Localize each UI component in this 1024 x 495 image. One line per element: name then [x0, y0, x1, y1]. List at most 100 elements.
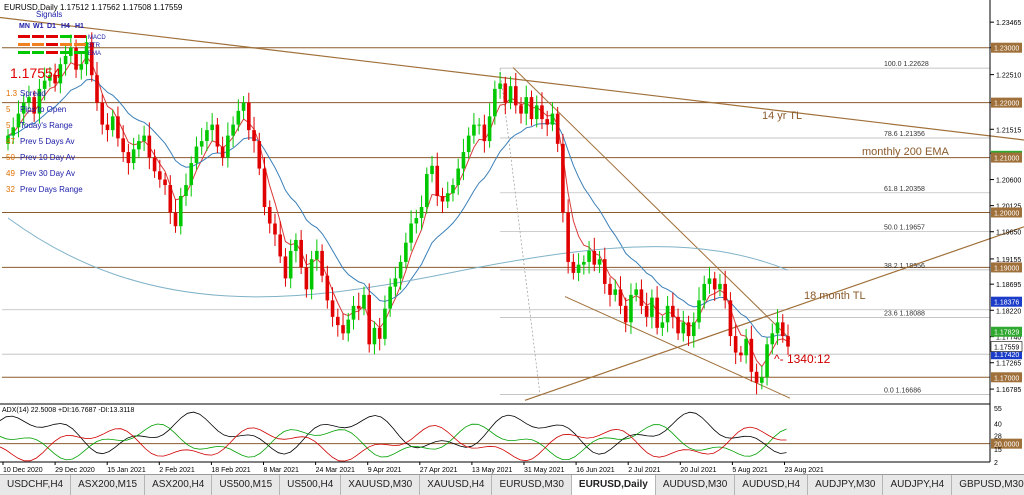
candle: [220, 136, 225, 166]
fibonacci-levels: 100.0 1.22628 78.6 1.21356 61.8 1.20358 50.…: [499, 61, 990, 395]
symbol-tab[interactable]: EURUSD,M30: [492, 475, 572, 495]
annotation-countdown: ^- 1340:12: [774, 352, 831, 366]
candle: [388, 278, 392, 317]
price-tick-label: 1.17265: [996, 361, 1021, 368]
candle: [241, 96, 246, 120]
price-tick-label: 1.19650: [996, 230, 1021, 237]
candle: [48, 66, 52, 88]
candle: [671, 292, 675, 329]
candle: [325, 265, 330, 309]
symbol-tab[interactable]: AUDJPY,H4: [883, 475, 953, 495]
symbol-tab[interactable]: US500,M15: [212, 475, 281, 495]
adx-tick-label: 40: [994, 421, 1002, 428]
candle: [6, 129, 10, 151]
trendline-14yr: [0, 16, 1024, 141]
candle: [58, 57, 63, 94]
symbol-tab[interactable]: AUDJPY,M30: [808, 475, 884, 495]
candle: [660, 315, 665, 337]
candle: [493, 80, 497, 125]
symbol-tab[interactable]: USDCHF,H4: [0, 475, 72, 495]
price-tag: [991, 152, 1022, 163]
candle: [215, 118, 220, 154]
candle: [582, 255, 586, 275]
price-tag: [991, 372, 1022, 383]
signal-cell: [46, 51, 58, 54]
candle: [786, 324, 790, 355]
candle: [351, 295, 356, 330]
signal-indicator-label: STR: [88, 43, 101, 49]
date-tick-label: 27 Apr 2021: [420, 467, 458, 474]
signal-cell: [74, 35, 86, 38]
minus-di-line: [0, 425, 787, 462]
candle: [739, 345, 743, 362]
candle: [733, 324, 738, 365]
symbol-tab[interactable]: ASX200,H4: [145, 475, 213, 495]
candle: [53, 63, 57, 92]
candle: [356, 292, 361, 321]
candle: [655, 286, 659, 335]
date-tick-label: 9 Apr 2021: [368, 467, 402, 474]
candle: [105, 113, 110, 142]
date-tick-label: 29 Dec 2020: [55, 467, 95, 474]
candle: [199, 127, 204, 155]
fib-connector: [499, 68, 541, 395]
candle: [320, 244, 324, 283]
date-tick-label: 16 Jun 2021: [576, 467, 615, 474]
candle: [419, 195, 424, 230]
signal-cell: [18, 35, 30, 38]
price-tag-label: 1.20000: [994, 210, 1019, 217]
fib-label: 78.6 1.21356: [884, 131, 925, 138]
symbol-tab[interactable]: GBPUSD,M30: [952, 475, 1024, 495]
symbol-tab[interactable]: US500,H4: [280, 475, 342, 495]
candle: [686, 315, 691, 346]
signal-row-value: 5: [6, 105, 11, 114]
signal-row-value: 32: [6, 185, 15, 194]
symbol-tabs: USDCHF,H4 ASX200,M15 ASX200,H4 US500,M15 US5…: [0, 474, 1024, 495]
candle: [430, 155, 434, 183]
symbol-header: EURUSD,Daily 1.17512 1.17562 1.17508 1.1…: [4, 3, 183, 12]
adx-label: ADX(14) 22.5008 +DI:16.7687 -DI:13.3118: [2, 407, 134, 414]
ema-mid-line: [7, 78, 789, 338]
candle: [623, 297, 628, 333]
candle: [398, 255, 403, 290]
symbol-tab[interactable]: XAUUSD,H4: [420, 475, 493, 495]
candle: [137, 134, 141, 158]
candle: [42, 67, 47, 101]
candle: [89, 32, 94, 82]
symbol-tab[interactable]: XAUUSD,M30: [341, 475, 421, 495]
date-tick-label: 31 May 2021: [524, 467, 565, 474]
symbol-tab[interactable]: AUDUSD,M30: [656, 475, 736, 495]
date-tick-label: 13 May 2021: [472, 467, 513, 474]
date-tick-label: 5 Aug 2021: [732, 467, 768, 474]
symbol-tab[interactable]: EURUSD,Daily: [571, 475, 656, 495]
candle: [110, 109, 115, 137]
plus-di-line: [0, 423, 787, 461]
candle: [32, 90, 36, 122]
signal-cell: [74, 51, 86, 54]
candle: [665, 295, 670, 333]
candle: [309, 250, 314, 300]
symbol-tab[interactable]: ASX200,M15: [71, 475, 146, 495]
signal-row-value: 50: [6, 153, 15, 162]
candle: [561, 133, 565, 223]
candle: [147, 122, 152, 170]
candle: [283, 248, 288, 287]
price-tick-label: 1.17740: [996, 335, 1021, 342]
candle: [173, 199, 178, 233]
candle: [278, 221, 283, 264]
signal-indicator-label: MACD: [88, 35, 106, 41]
fib-label: 0.0 1.16686: [884, 388, 921, 395]
fib-label: 38.2 1.18956: [884, 263, 925, 270]
adx-tick-label: 28: [994, 434, 1002, 441]
candle: [545, 110, 549, 137]
candle: [116, 106, 120, 147]
candle: [424, 167, 429, 214]
price-axis: 1.23465 1.23000 1.22510 1.22000 1.21515 1.210…: [989, 0, 1023, 462]
candle: [288, 239, 293, 289]
candle: [760, 365, 764, 390]
candle: [456, 158, 461, 195]
candle: [257, 132, 262, 176]
symbol-tab[interactable]: AUDUSD,H4: [735, 475, 809, 495]
candle: [566, 199, 570, 274]
date-axis: 10 Dec 2020 29 Dec 2020 15 Jan 2021 2 Feb 2…: [0, 461, 990, 474]
